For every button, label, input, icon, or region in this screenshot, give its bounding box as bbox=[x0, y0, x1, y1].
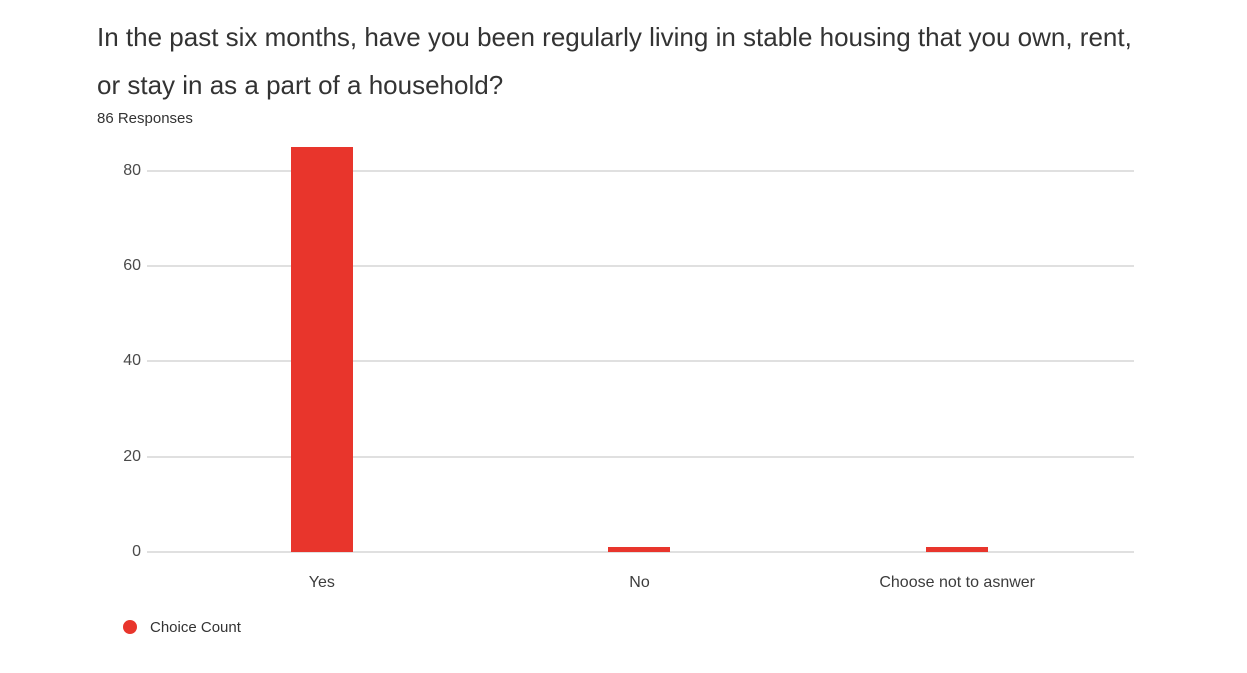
bar bbox=[608, 547, 671, 552]
bar bbox=[926, 547, 989, 552]
x-axis-label: Yes bbox=[308, 574, 335, 591]
y-tick-label: 60 bbox=[123, 257, 141, 274]
x-axis: Yes No Choose not to asnwer bbox=[163, 574, 1116, 592]
bar-band bbox=[163, 140, 481, 552]
y-tick-label: 80 bbox=[123, 162, 141, 179]
gridline bbox=[147, 265, 1134, 267]
gridline bbox=[147, 456, 1134, 458]
bar-series bbox=[163, 140, 1116, 552]
y-axis: 0 20 40 60 80 bbox=[97, 140, 141, 560]
gridline bbox=[147, 360, 1134, 362]
gridline bbox=[147, 170, 1134, 172]
plot-area: 0 20 40 60 80 Yes No Choose not to asnwer bbox=[123, 140, 1134, 591]
bar bbox=[290, 147, 353, 552]
response-count: 86 Responses bbox=[97, 110, 193, 127]
y-tick-label: 40 bbox=[123, 352, 141, 369]
y-tick-label: 0 bbox=[132, 543, 141, 560]
x-axis-label: No bbox=[629, 574, 650, 591]
x-axis-label: Choose not to asnwer bbox=[879, 574, 1035, 591]
bar-band bbox=[481, 140, 799, 552]
chart-title: In the past six months, have you been re… bbox=[97, 22, 1132, 100]
bar-band bbox=[798, 140, 1116, 552]
legend-label: Choice Count bbox=[150, 618, 241, 636]
gridline bbox=[147, 551, 1134, 553]
legend: Choice Count bbox=[123, 618, 241, 636]
y-tick-label: 20 bbox=[123, 448, 141, 465]
legend-marker-icon bbox=[123, 620, 137, 634]
